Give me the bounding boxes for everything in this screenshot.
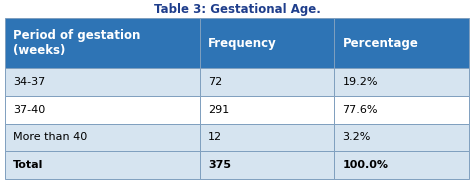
Text: Percentage: Percentage bbox=[342, 37, 419, 49]
Bar bbox=[5, 18, 200, 68]
Text: 375: 375 bbox=[208, 160, 231, 170]
Bar bbox=[200, 68, 335, 96]
Bar bbox=[200, 18, 335, 68]
Text: 3.2%: 3.2% bbox=[342, 132, 371, 142]
Text: Period of gestation
(weeks): Period of gestation (weeks) bbox=[13, 29, 140, 57]
Text: More than 40: More than 40 bbox=[13, 132, 87, 142]
Text: Table 3: Gestational Age.: Table 3: Gestational Age. bbox=[154, 3, 320, 16]
Text: 37-40: 37-40 bbox=[13, 105, 45, 115]
Bar bbox=[335, 18, 469, 68]
Bar bbox=[200, 151, 335, 179]
Bar bbox=[335, 68, 469, 96]
Text: 72: 72 bbox=[208, 77, 222, 87]
Text: 100.0%: 100.0% bbox=[342, 160, 388, 170]
Text: 12: 12 bbox=[208, 132, 222, 142]
Bar bbox=[335, 96, 469, 123]
Text: 34-37: 34-37 bbox=[13, 77, 45, 87]
Text: 19.2%: 19.2% bbox=[342, 77, 378, 87]
Text: 77.6%: 77.6% bbox=[342, 105, 378, 115]
Bar bbox=[5, 96, 200, 123]
Bar bbox=[335, 151, 469, 179]
Text: Frequency: Frequency bbox=[208, 37, 277, 49]
Bar bbox=[335, 123, 469, 151]
Bar bbox=[5, 123, 200, 151]
Bar bbox=[5, 151, 200, 179]
Text: Total: Total bbox=[13, 160, 44, 170]
Bar bbox=[5, 68, 200, 96]
Bar bbox=[200, 96, 335, 123]
Text: 291: 291 bbox=[208, 105, 229, 115]
Bar bbox=[200, 123, 335, 151]
